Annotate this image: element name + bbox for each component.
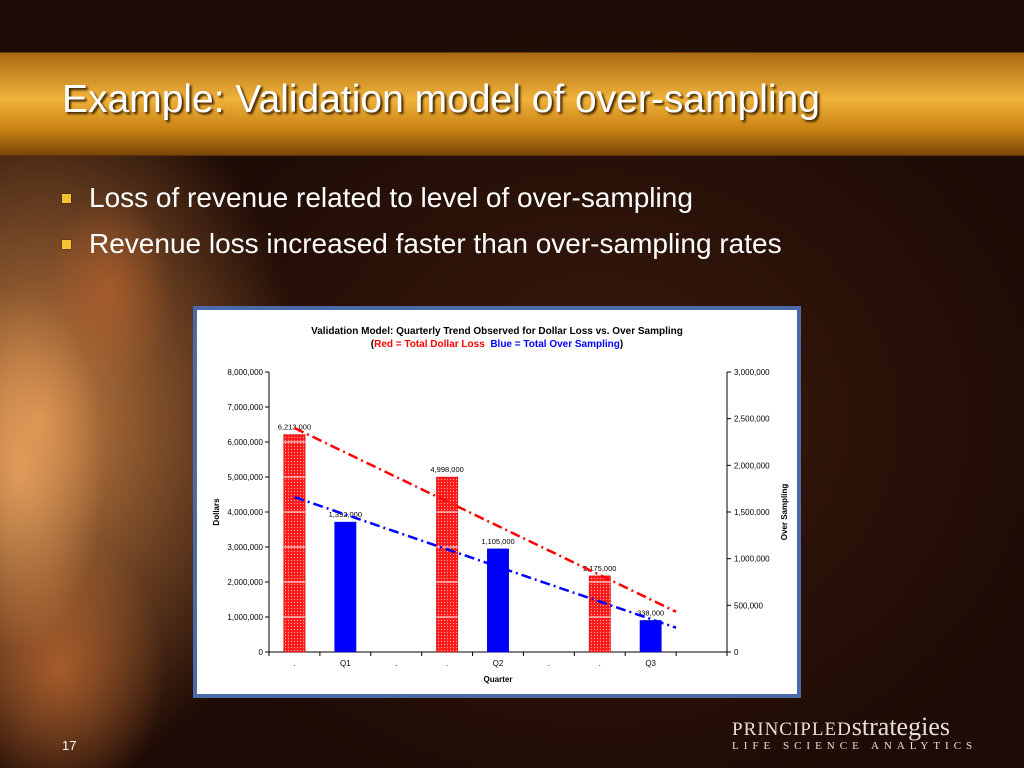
x-tick-label: . [599,659,601,668]
logo-rest: strategies [851,712,950,741]
bullet-text: Loss of revenue related to level of over… [89,182,693,213]
y-tick-label-left: 4,000,000 [227,508,263,517]
data-label: 338,000 [637,608,664,617]
canyon-rock-background [0,150,200,768]
y-tick-label-left: 0 [259,648,264,657]
data-label: 1,392,000 [329,510,362,519]
x-tick-label: . [548,659,550,668]
y-tick-label-left: 5,000,000 [227,473,263,482]
y-tick-label-left: 6,000,000 [227,438,263,447]
y-axis-title-left: Dollars [212,498,221,526]
y-axis-title-right: Over Sampling [780,484,789,541]
x-axis-title: Quarter [484,675,513,684]
page-number: 17 [62,738,77,753]
subtitle-open: ( [370,339,375,350]
bullet-text: Revenue loss increased faster than over-… [89,228,782,259]
company-logo: PRINCIPLEDstrategies LIFE SCIENCE ANALYT… [732,712,977,752]
bullet-item: Loss of revenue related to level of over… [62,182,782,214]
subtitle-blue: Blue = Total Over Sampling [490,339,620,350]
logo-main-text: PRINCIPLEDstrategies [732,712,977,742]
dollar-loss-bar [436,476,459,653]
over-sampling-bar [334,521,357,653]
x-tick-label: Q3 [645,659,656,668]
subtitle-red: Red = Total Dollar Loss [374,339,485,350]
x-tick-label: . [293,659,295,668]
dollar-loss-bar [283,434,306,653]
subtitle-close: ) [619,339,624,350]
y-tick-label-right: 0 [734,648,739,657]
bullet-square-icon [62,193,71,203]
chart-title: Validation Model: Quarterly Trend Observ… [311,326,683,337]
over-sampling-bar [639,620,662,653]
y-tick-label-right: 2,000,000 [734,461,770,470]
dollar-loss-bar [588,575,611,653]
x-tick-label: . [446,659,448,668]
y-tick-label-right: 1,500,000 [734,508,770,517]
chart-subtitle: (Red = Total Dollar Loss Blue = Total Ov… [197,339,797,350]
y-tick-label-right: 1,000,000 [734,555,770,564]
bullet-list: Loss of revenue related to level of over… [62,182,782,274]
x-tick-label: Q1 [340,659,351,668]
y-tick-label-left: 8,000,000 [227,368,263,377]
title-bar [0,52,1024,156]
data-label: 1,105,000 [481,537,514,546]
y-tick-label-right: 2,500,000 [734,415,770,424]
y-tick-label-left: 3,000,000 [227,543,263,552]
y-tick-label-right: 3,000,000 [734,368,770,377]
y-tick-label-right: 500,000 [734,601,763,610]
chart-svg: 0 1,000,000 2,000,000 3,000,000 4,000,000 5,0… [212,368,789,684]
slide-title: Example: Validation model of over-sampli… [62,78,820,121]
logo-subtitle: LIFE SCIENCE ANALYTICS [732,740,978,752]
y-tick-label-left: 7,000,000 [227,403,263,412]
logo-caps: PRINCIPLED [732,719,852,740]
x-tick-label: Q2 [493,659,504,668]
x-tick-label: . [395,659,397,668]
over-sampling-trendline [294,495,677,629]
data-label: 4,998,000 [430,465,463,474]
y-tick-label-left: 2,000,000 [227,578,263,587]
data-label: 2,175,000 [583,564,616,573]
over-sampling-bar [487,548,509,653]
bullet-item: Revenue loss increased faster than over-… [62,228,782,260]
y-tick-label-left: 1,000,000 [227,613,263,622]
bullet-square-icon [62,239,71,249]
data-label: 6,213,000 [278,423,311,432]
chart-frame: Validation Model: Quarterly Trend Observ… [193,306,801,698]
